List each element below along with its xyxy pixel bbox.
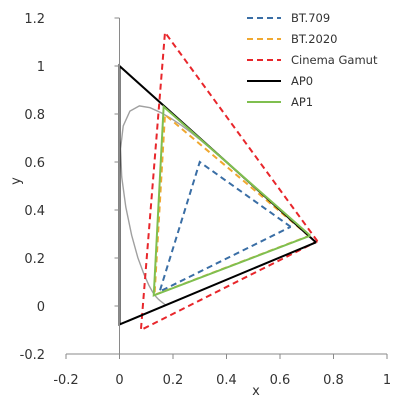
legend-label-cinema-gamut: Cinema Gamut (291, 53, 378, 67)
series-bt-2020-line (153, 112, 310, 297)
y-axis-label: y (9, 177, 24, 185)
y-tick-label: 1 (37, 60, 45, 75)
legend-label-ap0: AP0 (291, 74, 313, 88)
y-tick-label: 0.6 (24, 156, 45, 171)
x-tick-label: 1 (383, 373, 391, 388)
x-tick-label: 0.2 (163, 373, 184, 388)
legend-label-ap1: AP1 (291, 95, 313, 109)
y-tick-label: 0.2 (24, 252, 45, 267)
y-tick-label: -0.2 (20, 348, 45, 363)
x-axis-label: x (252, 384, 260, 399)
series-bt-709-line (157, 160, 292, 294)
legend: BT.709 BT.2020 Cinema Gamut AP0 AP1 (247, 11, 378, 109)
y-tick-label: 1.2 (24, 12, 45, 27)
series-cinema-gamut-line (139, 29, 319, 332)
series-ap1-line (152, 104, 311, 297)
y-tick-label: 0 (37, 300, 45, 315)
x-tick-label: 0.8 (323, 373, 344, 388)
spectral-locus-layer (119, 105, 317, 306)
y-tick-label: 0.4 (24, 204, 45, 219)
spectral-locus-line (119, 105, 317, 306)
x-tick-label: 0.6 (270, 373, 291, 388)
legend-label-bt-2020: BT.2020 (291, 32, 337, 46)
x-tick-label: 0 (115, 373, 123, 388)
x-tick-label: -0.2 (53, 373, 78, 388)
x-tick-label: 0.4 (216, 373, 237, 388)
legend-label-bt-709: BT.709 (291, 11, 330, 25)
y-tick-label: 0.8 (24, 108, 45, 123)
axes-layer: -0.2 0 0.2 0.4 0.6 0.8 1 1.2 -0.2 0 0.2 0.4 0.6 0.8 1 (20, 12, 392, 388)
